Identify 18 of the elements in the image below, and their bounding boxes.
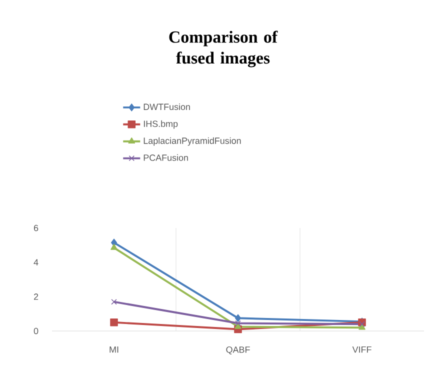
y-tick-label: 6 (34, 224, 38, 232)
point (111, 298, 117, 305)
x-tick-label: VIFF (352, 346, 372, 353)
y-tick-label: 4 (34, 259, 38, 266)
x-tick-label: MI (110, 346, 118, 353)
legend-label: DWTFusion (144, 103, 190, 110)
y-tick-label: 2 (34, 294, 38, 300)
point (235, 320, 241, 326)
legend-label: LaplacianPyramidFusion (144, 137, 241, 146)
legend-label: IHS.bmp (144, 120, 178, 129)
legend-label: PCAFusion (144, 154, 188, 161)
point (110, 244, 118, 250)
point (359, 321, 365, 327)
point (110, 318, 118, 326)
chart-title: Comparison of fused images (169, 30, 278, 68)
point (234, 314, 242, 322)
y-tick-label: 0 (34, 328, 38, 334)
x-tick-label: QABF (226, 346, 250, 354)
